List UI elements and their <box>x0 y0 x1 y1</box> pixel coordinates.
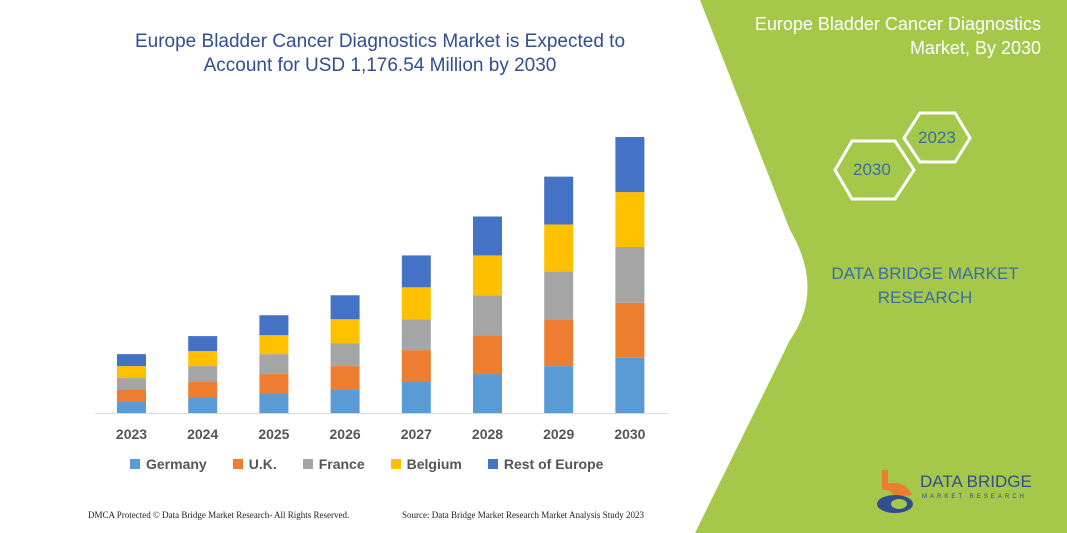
hex-label-2030: 2030 <box>853 160 891 179</box>
bar-2030-rest-of-europe <box>615 137 645 193</box>
legend-swatch <box>302 459 313 469</box>
legend: Germany U.K. France Belgium Rest of Europe <box>130 456 603 472</box>
x-tick-label: 2029 <box>543 426 574 442</box>
logo-subtext: MARKET RESEARCH <box>922 494 1027 500</box>
bar-2026-france <box>330 343 360 367</box>
legend-item: Rest of Europe <box>487 456 604 472</box>
bar-2028-belgium <box>473 255 502 296</box>
hexagon-2023 <box>902 111 972 164</box>
brand-text: DATA BRIDGE MARKET RESEARCH <box>831 264 1019 307</box>
bar-2028-france <box>473 295 502 336</box>
bar-2027-germany <box>401 382 431 413</box>
bar-2023-rest-of-europe <box>117 354 146 367</box>
footer-copyright: DMCA Protected © Data Bridge Market Rese… <box>88 510 350 520</box>
hex-label-2023: 2023 <box>918 128 956 147</box>
legend-item: Belgium <box>390 456 462 472</box>
bar-2029-rest-of-europe <box>544 176 574 225</box>
bar-2023-belgium <box>117 366 146 379</box>
hexagon-2030 <box>833 139 916 201</box>
bar-2030-belgium <box>615 192 645 247</box>
legend-swatch <box>130 459 140 469</box>
green-panel <box>695 0 1067 533</box>
legend-swatch <box>390 459 401 469</box>
chart-title: Europe Bladder Cancer Diagnostics Market… <box>134 31 626 76</box>
bar-2027-u-k- <box>401 350 431 383</box>
logo-text: DATA BRIDGE <box>920 472 1032 491</box>
bar-2025-france <box>259 354 289 375</box>
bar-2027-belgium <box>401 287 431 320</box>
bar-2025-u-k- <box>259 374 289 395</box>
x-tick-label: 2027 <box>401 426 432 442</box>
bar-2026-germany <box>330 390 360 413</box>
legend-item: U.K. <box>232 456 277 472</box>
bar-2026-u-k- <box>330 366 360 391</box>
x-tick-label: 2026 <box>330 426 361 442</box>
bar-2030-u-k- <box>615 302 645 358</box>
legend-item: Germany <box>130 456 207 472</box>
bar-2027-france <box>401 319 431 351</box>
legend-label: Belgium <box>406 456 462 472</box>
bar-2026-rest-of-europe <box>330 295 360 320</box>
legend-label: U.K. <box>248 456 277 472</box>
bar-2029-u-k- <box>544 319 574 367</box>
bar-2024-belgium <box>188 351 218 367</box>
legend-label: Germany <box>146 456 207 472</box>
footer-source: Source: Data Bridge Market Research Mark… <box>402 510 644 520</box>
legend-swatch <box>232 459 243 469</box>
bar-2025-belgium <box>259 335 289 355</box>
legend-label: Rest of Europe <box>503 456 604 472</box>
logo-icon <box>877 470 913 513</box>
bar-2028-germany <box>473 374 502 413</box>
bar-2028-u-k- <box>473 335 502 375</box>
bar-2024-germany <box>188 397 218 413</box>
legend-swatch <box>487 459 498 469</box>
bar-2029-france <box>544 271 574 320</box>
x-tick-label: 2030 <box>614 426 645 442</box>
x-tick-label: 2028 <box>472 426 503 442</box>
bar-2023-france <box>117 378 146 391</box>
x-tick-label: 2024 <box>187 426 218 442</box>
bar-2024-france <box>188 366 218 383</box>
bar-2023-u-k- <box>117 390 146 402</box>
bar-2024-rest-of-europe <box>188 336 218 352</box>
bar-2029-belgium <box>544 224 574 272</box>
x-tick-label: 2025 <box>258 426 289 442</box>
stacked-bar-chart: 2023 2024 2025 2026 2027 2028 2029 2030 <box>95 137 668 442</box>
bar-2029-germany <box>544 366 574 413</box>
legend-item: France <box>302 456 365 472</box>
bar-2028-rest-of-europe <box>473 216 502 256</box>
side-panel-title: Europe Bladder Cancer Diagnostics Market… <box>754 14 1041 58</box>
x-tick-label: 2023 <box>116 426 147 442</box>
bar-2025-rest-of-europe <box>259 315 289 336</box>
bar-2030-germany <box>615 357 645 413</box>
bar-2026-belgium <box>330 319 360 344</box>
bar-2027-rest-of-europe <box>401 255 431 288</box>
bar-2023-germany <box>117 401 146 413</box>
bar-2030-france <box>615 246 645 303</box>
legend-label: France <box>318 456 365 472</box>
bar-2024-u-k- <box>188 382 218 398</box>
bar-2025-germany <box>259 394 289 413</box>
